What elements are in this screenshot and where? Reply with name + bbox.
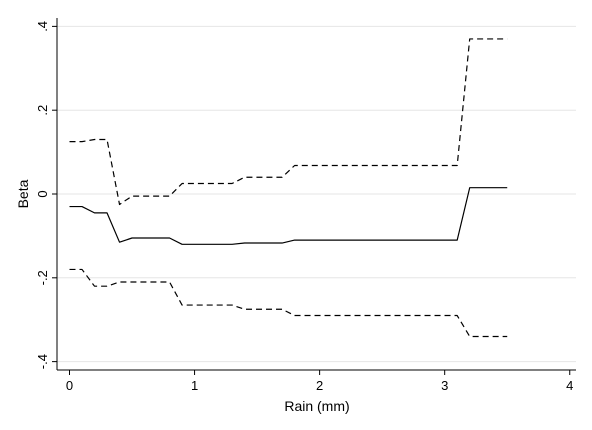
x-tick-label-1: 1 [191,378,198,393]
y-tick-label-3: .2 [35,105,50,116]
y-tick-label-4: .4 [35,21,50,32]
x-tick-label-4: 4 [566,378,573,393]
y-tick-label-2: 0 [35,190,50,197]
x-tick-label-2: 2 [316,378,323,393]
y-axis-title: Beta [15,179,31,208]
series-lines [69,38,508,338]
gridlines [57,25,576,363]
series-line-estimate [69,187,508,245]
y-tick-label-1: -.2 [35,270,50,285]
series-line-upper-ci [69,38,508,206]
axes [52,18,576,375]
series-line-lower-ci [69,268,508,338]
x-tick-label-0: 0 [66,378,73,393]
y-tick-label-0: -.4 [35,354,50,369]
tick-labels: -.4 -.2 0 .2 .4 0 1 2 3 4 [35,21,573,393]
x-axis-title: Rain (mm) [284,398,349,414]
x-tick-label-3: 3 [441,378,448,393]
